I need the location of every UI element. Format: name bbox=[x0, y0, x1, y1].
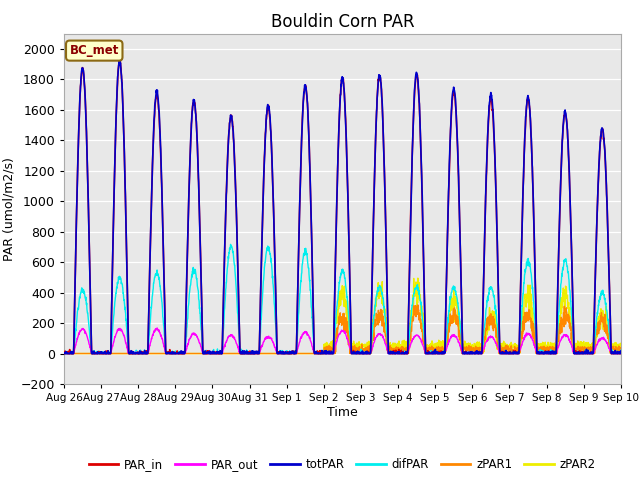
zPAR1 bbox=[371, 322, 378, 327]
totPAR bbox=[617, 348, 625, 354]
Line: totPAR: totPAR bbox=[64, 59, 621, 354]
difPAR bbox=[359, 351, 367, 357]
PAR_in bbox=[504, 349, 512, 355]
difPAR bbox=[216, 351, 223, 357]
zPAR1 bbox=[358, 348, 366, 353]
totPAR bbox=[61, 351, 68, 357]
zPAR1 bbox=[617, 345, 625, 350]
zPAR2 bbox=[617, 340, 625, 346]
Legend: PAR_in, PAR_out, totPAR, difPAR, zPAR1, zPAR2: PAR_in, PAR_out, totPAR, difPAR, zPAR1, … bbox=[84, 453, 600, 475]
totPAR bbox=[505, 351, 513, 357]
zPAR1 bbox=[584, 346, 591, 352]
zPAR2 bbox=[216, 351, 223, 357]
PAR_out bbox=[584, 351, 591, 357]
zPAR2 bbox=[371, 307, 378, 312]
Y-axis label: PAR (umol/m2/s): PAR (umol/m2/s) bbox=[2, 157, 15, 261]
PAR_out bbox=[60, 350, 68, 356]
difPAR bbox=[568, 313, 575, 319]
PAR_in bbox=[584, 350, 591, 356]
PAR_out bbox=[371, 335, 379, 341]
PAR_out bbox=[617, 351, 625, 357]
zPAR2 bbox=[414, 275, 422, 281]
PAR_in bbox=[216, 349, 223, 355]
Line: PAR_in: PAR_in bbox=[64, 60, 621, 354]
Line: zPAR1: zPAR1 bbox=[64, 305, 621, 354]
difPAR bbox=[60, 351, 68, 357]
difPAR bbox=[617, 348, 625, 353]
PAR_out bbox=[359, 350, 367, 356]
totPAR bbox=[116, 56, 124, 62]
totPAR bbox=[371, 154, 379, 159]
PAR_in bbox=[371, 164, 379, 170]
zPAR1 bbox=[414, 302, 422, 308]
Title: Bouldin Corn PAR: Bouldin Corn PAR bbox=[271, 12, 414, 31]
zPAR1 bbox=[504, 345, 512, 351]
difPAR bbox=[504, 351, 512, 357]
PAR_in bbox=[568, 259, 575, 264]
totPAR bbox=[216, 350, 223, 356]
PAR_out bbox=[63, 351, 70, 357]
zPAR2 bbox=[504, 343, 512, 349]
PAR_out bbox=[568, 344, 576, 350]
PAR_in bbox=[359, 351, 367, 357]
totPAR bbox=[60, 350, 68, 356]
PAR_in bbox=[60, 351, 68, 357]
zPAR1 bbox=[60, 351, 68, 357]
totPAR bbox=[359, 351, 367, 357]
totPAR bbox=[584, 351, 591, 357]
Line: zPAR2: zPAR2 bbox=[64, 278, 621, 354]
X-axis label: Time: Time bbox=[327, 406, 358, 419]
zPAR2 bbox=[584, 343, 591, 348]
zPAR2 bbox=[568, 328, 575, 334]
PAR_out bbox=[505, 350, 513, 356]
PAR_in bbox=[617, 351, 625, 357]
PAR_out bbox=[153, 325, 161, 331]
Line: PAR_out: PAR_out bbox=[64, 328, 621, 354]
difPAR bbox=[227, 241, 234, 247]
PAR_in bbox=[116, 57, 124, 62]
zPAR2 bbox=[60, 351, 68, 357]
Line: difPAR: difPAR bbox=[64, 244, 621, 354]
PAR_out bbox=[216, 351, 223, 357]
Text: BC_met: BC_met bbox=[70, 44, 119, 57]
zPAR2 bbox=[358, 344, 366, 349]
zPAR1 bbox=[216, 351, 223, 357]
difPAR bbox=[584, 351, 591, 357]
totPAR bbox=[568, 270, 576, 276]
difPAR bbox=[371, 305, 379, 311]
zPAR1 bbox=[568, 336, 575, 341]
